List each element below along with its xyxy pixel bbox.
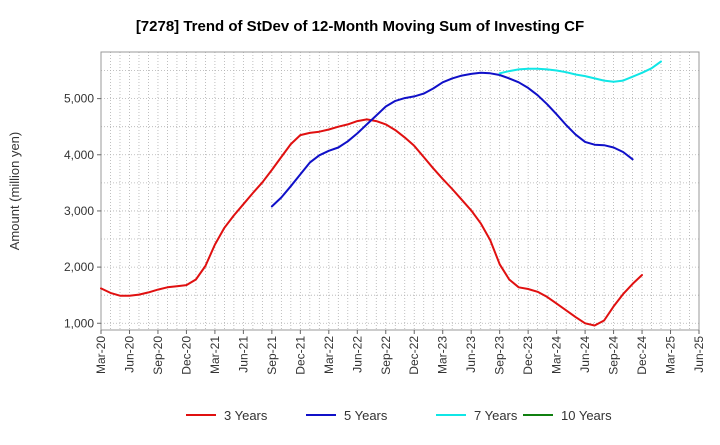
legend-label-5-years: 5 Years xyxy=(344,408,388,423)
y-tick-label: 1,000 xyxy=(64,316,94,330)
y-tick-label: 5,000 xyxy=(64,92,94,106)
legend-label-3-years: 3 Years xyxy=(224,408,268,423)
series-layer xyxy=(100,60,662,327)
x-tick-label: Dec-20 xyxy=(179,336,193,375)
y-axis-ticks: 1,000 2,000 3,000 4,000 5,000 xyxy=(64,92,101,330)
plot-frame xyxy=(100,51,700,331)
x-tick-label: Jun-22 xyxy=(350,336,364,373)
x-tick-label: Sep-23 xyxy=(493,336,507,375)
x-tick-label: Jun-24 xyxy=(578,336,592,373)
y-axis-label: Amount (million yen) xyxy=(7,132,22,251)
legend-label-10-years: 10 Years xyxy=(561,408,612,423)
x-tick-label: Mar-25 xyxy=(664,336,678,374)
x-tick-label: Sep-24 xyxy=(607,336,621,375)
chart-title: [7278] Trend of StDev of 12-Month Moving… xyxy=(136,18,584,35)
legend-label-7-years: 7 Years xyxy=(474,408,518,423)
x-tick-label: Jun-25 xyxy=(692,336,706,373)
x-tick-label: Sep-21 xyxy=(265,336,279,375)
x-tick-label: Jun-20 xyxy=(122,336,136,373)
series-line-7-years xyxy=(498,60,662,83)
grid-layer xyxy=(101,52,699,330)
y-tick-label: 3,000 xyxy=(64,204,94,218)
x-tick-label: Dec-24 xyxy=(635,336,649,375)
y-tick-label: 4,000 xyxy=(64,148,94,162)
x-tick-label: Mar-20 xyxy=(94,336,108,374)
x-tick-label: Mar-21 xyxy=(208,336,222,374)
series-line-5-years xyxy=(270,71,634,208)
x-tick-label: Sep-20 xyxy=(151,336,165,375)
x-tick-label: Mar-22 xyxy=(322,336,336,374)
x-tick-label: Dec-22 xyxy=(407,336,421,375)
x-tick-label: Jun-23 xyxy=(464,336,478,373)
x-tick-label: Sep-22 xyxy=(379,336,393,375)
x-tick-label: Dec-23 xyxy=(521,336,535,375)
x-tick-label: Mar-24 xyxy=(550,336,564,374)
x-axis-ticks: Mar-20 Jun-20 Sep-20 Dec-20 Mar-21 Jun-21 Sep-… xyxy=(94,330,706,375)
y-tick-label: 2,000 xyxy=(64,260,94,274)
x-tick-label: Dec-21 xyxy=(293,336,307,375)
legend: 3 Years 5 Years 7 Years 10 Years xyxy=(186,408,612,423)
x-tick-label: Mar-23 xyxy=(436,336,450,374)
x-tick-label: Jun-21 xyxy=(236,336,250,373)
series-line-3-years xyxy=(100,118,643,327)
